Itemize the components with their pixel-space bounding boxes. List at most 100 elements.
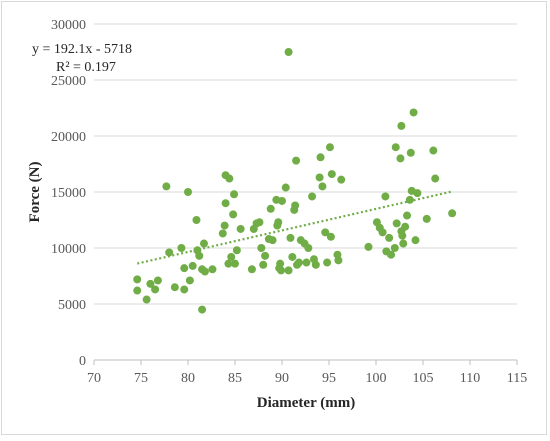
data-point [311, 260, 320, 269]
data-point [230, 190, 239, 199]
data-point [227, 252, 236, 261]
data-point [200, 267, 209, 276]
data-point [397, 121, 406, 130]
data-point [431, 174, 440, 183]
y-tick-labels: 0 5000 10000 15000 20000 25000 30000 [51, 18, 86, 369]
data-point [302, 258, 311, 267]
data-point [403, 211, 412, 220]
data-point [208, 265, 217, 274]
trendline-r-squared: R² = 0.197 [56, 60, 116, 75]
x-tick-label: 75 [134, 371, 148, 386]
data-point [221, 199, 230, 208]
data-point [198, 305, 207, 314]
data-point [448, 209, 457, 218]
y-tick-label: 10000 [51, 242, 86, 257]
data-point [170, 283, 179, 292]
data-point [195, 251, 204, 260]
data-point [391, 143, 400, 152]
data-point [392, 219, 401, 228]
y-tick-label: 20000 [51, 130, 86, 145]
data-points [133, 48, 457, 314]
data-point [390, 244, 399, 252]
data-point [364, 242, 373, 251]
data-point [281, 183, 290, 192]
data-point [294, 258, 303, 267]
data-point [396, 154, 405, 163]
x-tick-label: 100 [366, 371, 387, 386]
x-tick-label: 95 [322, 371, 336, 386]
data-point [327, 170, 336, 179]
data-point [321, 228, 330, 237]
x-tick-label: 110 [460, 371, 480, 386]
data-point [378, 228, 387, 237]
data-point [180, 285, 189, 294]
data-point [308, 192, 317, 201]
data-point [401, 222, 410, 231]
data-point [291, 201, 300, 210]
data-point [315, 173, 324, 182]
data-point [277, 266, 286, 275]
data-point [268, 236, 277, 245]
x-tick-labels: 70 75 80 85 90 95 100 105 110 115 [87, 371, 527, 386]
data-point [422, 214, 431, 223]
data-point [276, 259, 285, 268]
data-point [288, 252, 297, 261]
data-point [409, 108, 418, 117]
data-point [337, 175, 346, 184]
data-point [399, 239, 408, 248]
x-tick-label: 105 [413, 371, 434, 386]
y-tick-label: 25000 [51, 74, 86, 89]
data-point [266, 204, 275, 213]
data-point [429, 146, 438, 155]
data-point [192, 216, 201, 224]
data-point [165, 248, 174, 257]
trendline-equation: y = 192.1x - 5718 [32, 42, 132, 57]
data-point [304, 244, 313, 252]
data-point [184, 188, 192, 196]
data-point [398, 231, 407, 240]
data-point [323, 258, 332, 267]
data-point [278, 196, 286, 205]
data-point [381, 192, 390, 201]
data-point [218, 229, 227, 238]
data-point [220, 221, 229, 230]
x-tick-label: 115 [507, 371, 527, 386]
chart-frame: 0 5000 10000 15000 20000 25000 30000 70 75 80 85 9… [1, 1, 547, 435]
data-point [334, 256, 343, 265]
data-point [162, 182, 171, 191]
data-point [133, 286, 142, 295]
x-axis-title: Diameter (mm) [257, 395, 355, 411]
data-point [411, 236, 420, 245]
data-point [257, 244, 266, 252]
data-point [405, 195, 414, 204]
data-point [259, 260, 268, 269]
y-tick-label: 15000 [51, 186, 86, 201]
data-point [199, 239, 208, 248]
x-tick-label: 80 [181, 371, 195, 386]
x-tick-label: 90 [275, 371, 289, 386]
data-point [229, 210, 238, 219]
data-point [326, 232, 335, 241]
scatter-chart: 0 5000 10000 15000 20000 25000 30000 70 75 80 85 9… [27, 18, 527, 411]
data-point [146, 279, 155, 288]
data-point [292, 156, 301, 165]
y-tick-label: 5000 [58, 298, 86, 313]
data-point [255, 218, 264, 227]
axes [93, 359, 518, 365]
data-point [224, 259, 233, 268]
data-point [284, 48, 293, 56]
data-point [318, 182, 327, 191]
data-point [231, 259, 239, 268]
data-point [413, 189, 422, 198]
data-point [142, 295, 151, 304]
y-tick-label: 30000 [51, 18, 86, 33]
data-point [225, 174, 234, 183]
data-point [151, 285, 160, 294]
data-point [387, 250, 396, 259]
data-point [180, 264, 189, 273]
data-point [185, 276, 194, 285]
data-point [247, 265, 256, 274]
data-point [153, 276, 162, 285]
x-tick-label: 85 [228, 371, 242, 386]
data-point [188, 261, 197, 270]
